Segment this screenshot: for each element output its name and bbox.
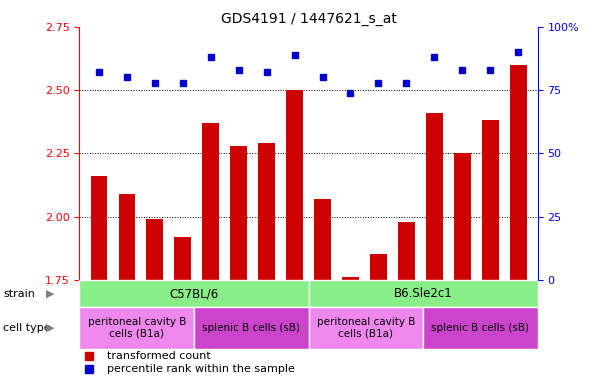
Bar [202,123,219,280]
Bar [398,222,415,280]
Bar [510,65,527,280]
Bar [482,121,499,280]
Bar [119,194,135,280]
Text: C57BL/6: C57BL/6 [169,287,219,300]
Text: ▶: ▶ [46,288,54,298]
Text: peritoneal cavity B
cells (B1a): peritoneal cavity B cells (B1a) [316,317,415,339]
FancyBboxPatch shape [309,307,423,349]
Bar [230,146,247,280]
Bar [314,199,331,280]
FancyBboxPatch shape [194,307,309,349]
Bar [426,113,443,280]
Text: B6.Sle2c1: B6.Sle2c1 [393,287,453,300]
Text: transformed count: transformed count [107,351,211,361]
Bar [286,90,303,280]
Text: peritoneal cavity B
cells (B1a): peritoneal cavity B cells (B1a) [87,317,186,339]
Text: splenic B cells (sB): splenic B cells (sB) [202,323,300,333]
FancyBboxPatch shape [423,307,538,349]
Text: ▶: ▶ [46,323,54,333]
Bar [342,277,359,280]
FancyBboxPatch shape [79,307,194,349]
Bar [454,153,470,280]
Bar [90,176,108,280]
Bar [370,255,387,280]
Text: percentile rank within the sample: percentile rank within the sample [107,364,295,374]
Text: splenic B cells (sB): splenic B cells (sB) [431,323,529,333]
Bar [258,143,275,280]
Title: GDS4191 / 1447621_s_at: GDS4191 / 1447621_s_at [221,12,397,26]
Text: strain: strain [3,288,35,298]
Text: cell type: cell type [3,323,51,333]
Bar [147,219,163,280]
FancyBboxPatch shape [309,280,538,307]
FancyBboxPatch shape [79,280,309,307]
Bar [174,237,191,280]
